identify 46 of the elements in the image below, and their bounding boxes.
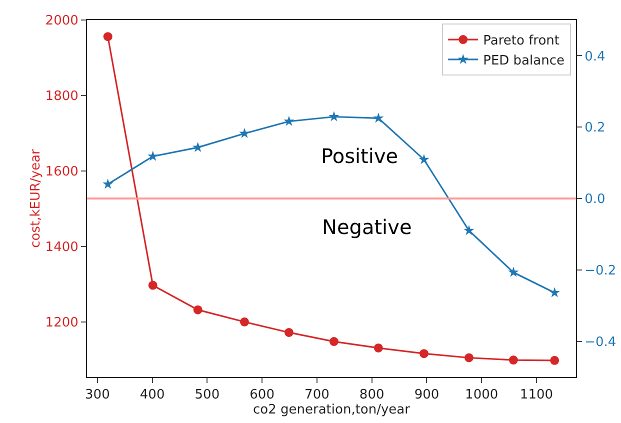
point <box>240 317 250 326</box>
point <box>148 150 158 161</box>
x-tick-label: 1000 <box>465 388 498 403</box>
y2-tick-label: −0.2 <box>584 263 616 278</box>
point <box>373 112 384 123</box>
y-tick-label: 1800 <box>45 89 78 104</box>
y-tick-label: 2000 <box>45 14 78 29</box>
x-tick-label: 400 <box>140 388 165 403</box>
x-tick-label: 800 <box>359 388 384 403</box>
x-tick-label: 300 <box>85 388 110 403</box>
x-tick-label: 600 <box>250 388 274 403</box>
point <box>549 287 560 298</box>
legend-label: Pareto front <box>483 34 560 49</box>
y-tick-label: 1600 <box>45 164 78 180</box>
x-tick-label: 900 <box>414 388 440 403</box>
point <box>148 280 158 290</box>
point <box>103 32 112 42</box>
point <box>464 353 474 362</box>
annotation: Positive <box>321 144 398 168</box>
point <box>374 343 383 352</box>
point <box>550 356 560 365</box>
point <box>329 337 338 346</box>
point <box>102 178 114 189</box>
point <box>418 154 430 164</box>
y2-tick-label: 0.0 <box>584 192 606 208</box>
annotation: Negative <box>322 215 412 239</box>
y-tick-label: 1200 <box>45 315 78 330</box>
x-tick-label: 500 <box>194 388 220 403</box>
x-tick-label: 1100 <box>520 388 554 403</box>
point <box>508 266 519 277</box>
y2-tick-label: −0.4 <box>584 334 616 350</box>
legend-label: PED balance <box>483 53 564 68</box>
y2-tick-label: 0.2 <box>584 120 606 136</box>
point <box>328 111 340 122</box>
point <box>193 305 202 314</box>
y-axis-title: cost,kEUR/year <box>28 148 44 248</box>
point <box>464 225 474 236</box>
point <box>239 128 250 138</box>
y-tick-label: 1400 <box>45 240 78 255</box>
point <box>508 356 518 365</box>
point <box>284 328 294 337</box>
x-axis-title: co2 generation,ton/year <box>252 402 411 418</box>
x-tick-label: 700 <box>304 388 330 403</box>
point <box>419 349 428 358</box>
point <box>284 116 294 126</box>
y2-tick-label: 0.4 <box>584 49 606 64</box>
